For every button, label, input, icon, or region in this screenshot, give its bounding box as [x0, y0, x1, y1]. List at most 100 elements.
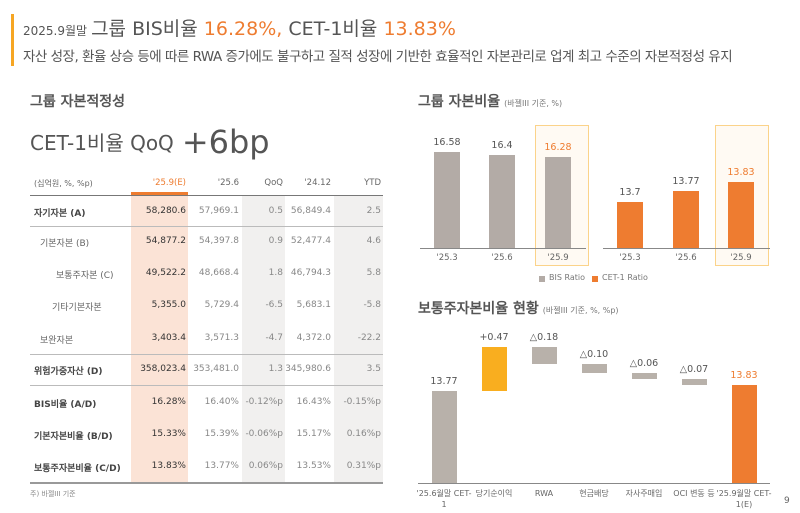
- bar-value-label: 13.83: [727, 167, 755, 179]
- table-cell: 1.3: [268, 364, 283, 374]
- table-cell: 13.77%: [204, 461, 239, 471]
- table-cell: 52,477.4: [290, 236, 331, 246]
- page-number: 9: [784, 496, 790, 506]
- qoq-column-bg: [242, 196, 285, 482]
- table-row-label: 기본자본 (B): [40, 239, 90, 249]
- table-header-2: QoQ: [264, 178, 283, 188]
- table-cell: 4.6: [366, 236, 381, 246]
- waterfall-value-label: +0.47: [479, 331, 509, 343]
- bis-value: 16.28%,: [203, 18, 283, 40]
- highlight-marker: [131, 192, 188, 195]
- waterfall-value-label: 13.83: [730, 370, 758, 382]
- bar-value-label: 16.58: [433, 136, 461, 148]
- table-header-4: YTD: [364, 178, 381, 188]
- table-cell: 49,522.2: [145, 268, 186, 278]
- table-cell: 0.9: [268, 236, 283, 246]
- table-cell: 358,023.4: [140, 364, 186, 374]
- cet1-value: 13.83%: [383, 18, 456, 40]
- waterfall-bar: [482, 346, 507, 391]
- table-cell: 5.8: [366, 268, 381, 278]
- table-divider: [30, 385, 383, 386]
- x-tick-label: 당기순이익: [475, 489, 513, 498]
- table-row-label: 자기자본 (A): [34, 209, 86, 219]
- bar-cet-1-ratio: [673, 191, 699, 248]
- accent-bar: [11, 14, 14, 66]
- table-cell: 57,969.1: [198, 206, 239, 216]
- table-header-1: '25.6: [217, 178, 239, 188]
- table-cell: 345,980.6: [285, 364, 331, 374]
- baseline: [418, 483, 770, 484]
- table-cell: 3.5: [366, 364, 381, 374]
- table-cell: -22.2: [357, 333, 381, 343]
- bar-cet-1-ratio: [617, 202, 643, 248]
- bar-bis-ratio: [545, 157, 571, 248]
- x-tick-label: RWA: [534, 489, 554, 498]
- legend-label: BIS Ratio: [549, 273, 586, 282]
- table-cell: -4.7: [265, 333, 283, 343]
- subtitle: 자산 성장, 환율 상승 등에 따른 RWA 증가에도 불구하고 질적 성장에 …: [23, 49, 733, 65]
- table-cell: 5,355.0: [151, 300, 186, 310]
- table-cell: 0.06%p: [248, 461, 283, 471]
- chart1-title: 그룹 자본비율 (바젤III 기준, %): [418, 94, 563, 110]
- table-cell: 5,683.1: [296, 300, 331, 310]
- table-cell: 15.33%: [151, 429, 186, 439]
- waterfall-value-label: 13.77: [430, 375, 458, 387]
- bar-bis-ratio: [434, 151, 460, 248]
- table-cell: -0.06%p: [245, 429, 283, 439]
- baseline: [603, 248, 770, 249]
- table-cell: 48,668.4: [198, 268, 239, 278]
- ytd-column-bg: [334, 196, 383, 482]
- x-tick-label: '25.9월말 CET-1(E): [716, 489, 772, 509]
- table-cell: 4,372.0: [296, 333, 331, 343]
- table-row-label: BIS비율 (A/D): [34, 400, 97, 410]
- x-tick-label: '25.6: [675, 253, 697, 263]
- table-cell: 16.43%: [296, 397, 331, 407]
- table-header-unit: (십억원, %, %p): [34, 179, 93, 188]
- x-tick-label: '25.3: [436, 253, 458, 263]
- table-divider: [30, 354, 383, 355]
- bar-value-label: 16.4: [491, 140, 513, 152]
- table-row-label: 기본자본비율 (B/D): [34, 432, 113, 442]
- table-cell: 54,397.8: [198, 236, 239, 246]
- baseline: [420, 248, 586, 249]
- legend-swatch: [592, 276, 598, 282]
- table-cell: -0.12%p: [245, 397, 283, 407]
- qoq-value: +6bp: [181, 123, 270, 161]
- table-cell: -5.8: [363, 300, 381, 310]
- title-prefix: 그룹 BIS비율: [91, 18, 198, 40]
- table-cell: 56,849.4: [290, 206, 331, 216]
- table-divider: [30, 226, 383, 227]
- waterfall-bar: [432, 390, 457, 483]
- table-cell: 15.39%: [204, 429, 239, 439]
- bar-value-label: 13.7: [619, 187, 641, 199]
- waterfall-bar: [582, 363, 607, 373]
- table-row-label: 보통주자본 (C): [56, 271, 114, 281]
- table-cell: 353,481.0: [193, 364, 239, 374]
- table-cell: 0.16%p: [346, 429, 381, 439]
- table-cell: 13.53%: [296, 461, 331, 471]
- waterfall-bar: [732, 385, 757, 483]
- waterfall-bar: [632, 373, 657, 379]
- waterfall-value-label: △0.10: [579, 348, 609, 360]
- x-tick-label: 자사주매입: [625, 489, 663, 498]
- table-cell: 5,729.4: [204, 300, 239, 310]
- waterfall-bar: [682, 378, 707, 386]
- table-cell: 16.28%: [151, 397, 186, 407]
- table-cell: 0.5: [268, 206, 283, 216]
- table-row-label: 위험가중자산 (D): [34, 367, 103, 377]
- bar-bis-ratio: [489, 155, 515, 248]
- waterfall-bar: [532, 346, 557, 364]
- x-tick-label: '25.6월말 CET-1: [416, 489, 472, 509]
- table-cell: 3,403.4: [151, 333, 186, 343]
- table-bottom-rule: [30, 482, 383, 484]
- table-row-label: 보완자본: [40, 336, 74, 346]
- bar-value-label: 13.77: [672, 176, 700, 188]
- waterfall-value-label: △0.07: [679, 363, 709, 375]
- chart2-title: 보통주자본비율 현황 (바젤III 기준, %, %p): [418, 301, 619, 317]
- legend-label: CET-1 Ratio: [602, 273, 648, 282]
- table-cell: 46,794.3: [290, 268, 331, 278]
- table-cell: 16.40%: [204, 397, 239, 407]
- table-cell: 13.83%: [151, 461, 186, 471]
- period: 2025.9월말: [23, 24, 88, 38]
- table-divider: [30, 195, 383, 196]
